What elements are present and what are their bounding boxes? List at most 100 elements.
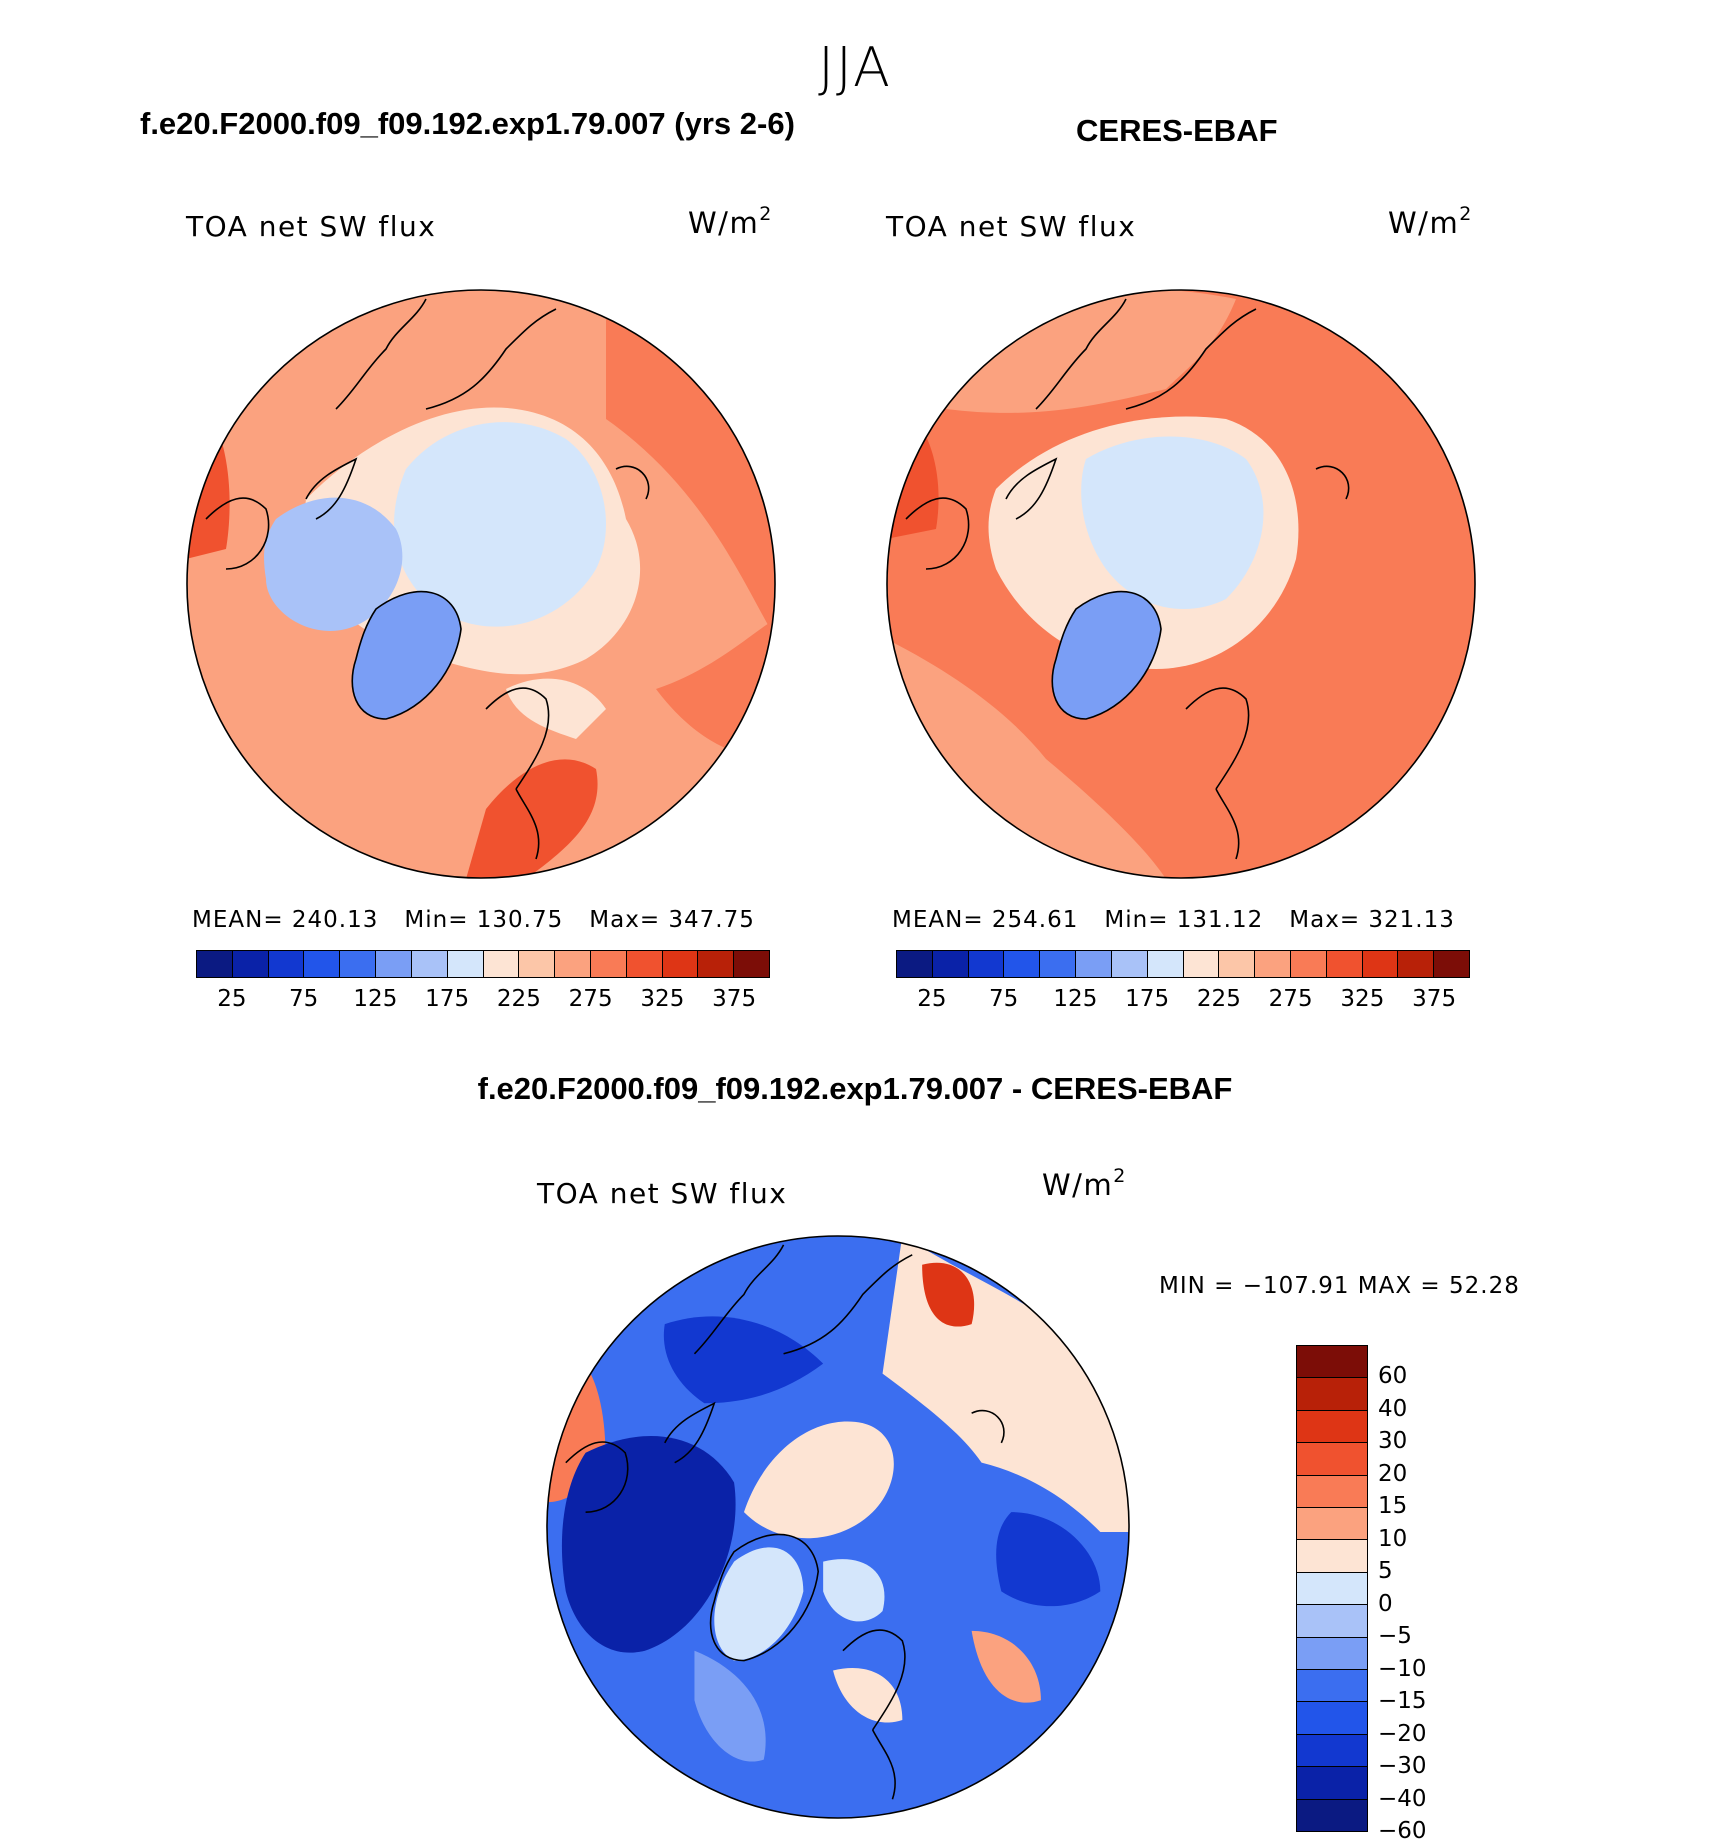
colorbar-tick-label: 125 [1053,986,1098,1012]
colorbar-swatch [1326,951,1363,977]
diff-title: f.e20.F2000.f09_f09.192.exp1.79.007 - CE… [477,1071,1233,1106]
model-stats: MEAN= 240.13 Min= 130.75 Max= 347.75 [192,907,781,933]
colorbar-swatch [1147,951,1184,977]
colorbar-swatch [1297,1637,1367,1671]
colorbar-swatch [662,951,699,977]
model-min: Min= 130.75 [404,907,564,933]
diff-variable-label: TOA net SW flux [537,1177,788,1210]
colorbar-swatch [1004,951,1041,977]
colorbar-swatch [626,951,663,977]
colorbar-tick-label: 25 [217,986,247,1012]
colorbar-tick-label: 30 [1378,1428,1408,1455]
obs-polar-map [886,289,1476,879]
model-case-title: f.e20.F2000.f09_f09.192.exp1.79.007 (yrs… [140,106,795,141]
colorbar-swatch [519,951,556,977]
colorbar-swatch [232,951,269,977]
colorbar-swatch [1297,1540,1367,1573]
colorbar-swatch [1297,1702,1367,1735]
colorbar-swatch [1183,951,1220,977]
colorbar-swatch [1297,1378,1367,1411]
colorbar-swatch [1297,1572,1367,1606]
obs-case-title: CERES-EBAF [1076,113,1278,148]
colorbar-swatch [932,951,969,977]
colorbar-swatch [1076,951,1112,977]
colorbar-tick-label: −10 [1378,1655,1427,1682]
colorbar-tick-label: 175 [425,986,470,1012]
colorbar-tick-label: 10 [1378,1525,1408,1552]
colorbar-swatch [340,951,377,977]
colorbar-tick-label: 225 [1196,986,1241,1012]
obs-stats: MEAN= 254.61 Min= 131.12 Max= 321.13 [892,907,1481,933]
colorbar-swatch [1362,951,1399,977]
obs-variable-label: TOA net SW flux [886,210,1137,243]
colorbar-tick-label: 20 [1378,1460,1408,1487]
colorbar-tick-label: 375 [1412,986,1457,1012]
model-max: Max= 347.75 [589,907,755,933]
colorbar-tick-label: 375 [712,986,757,1012]
colorbar-swatch [1297,1346,1367,1379]
colorbar-tick-label: 5 [1378,1558,1393,1585]
diff-colorbar [1296,1345,1368,1832]
colorbar-swatch [1297,1508,1367,1541]
colorbar-swatch [1297,1605,1367,1638]
colorbar-swatch [1297,1734,1367,1768]
colorbar-swatch [268,951,305,977]
colorbar-swatch [1434,951,1469,977]
colorbar-tick-label: 75 [988,986,1019,1012]
colorbar-tick-label: 125 [353,986,398,1012]
colorbar-tick-label: 60 [1378,1363,1408,1390]
colorbar-tick-label: −5 [1378,1623,1412,1650]
colorbar-swatch [968,951,1005,977]
colorbar-tick-label: −30 [1378,1753,1427,1780]
colorbar-tick-label: 175 [1125,986,1170,1012]
colorbar-swatch [411,951,448,977]
colorbar-swatch [197,951,233,977]
obs-max: Max= 321.13 [1289,907,1455,933]
colorbar-swatch [1219,951,1256,977]
colorbar-swatch [1297,1410,1367,1444]
colorbar-swatch [1398,951,1435,977]
colorbar-swatch [483,951,520,977]
model-variable-label: TOA net SW flux [186,210,437,243]
colorbar-tick-label: 40 [1378,1395,1408,1422]
colorbar-tick-label: 15 [1378,1493,1408,1520]
colorbar-tick-label: 0 [1378,1590,1393,1617]
colorbar-swatch [1297,1767,1367,1800]
colorbar-swatch [1255,951,1291,977]
season-title: JJA [818,36,892,99]
colorbar-tick-label: 325 [1340,986,1385,1012]
colorbar-tick-label: −60 [1378,1818,1427,1844]
model-mean: MEAN= 240.13 [192,907,379,933]
colorbar-swatch [376,951,412,977]
model-colorbar [196,950,770,978]
diff-min-max: MIN = −107.91 MAX = 52.28 [1159,1273,1520,1299]
colorbar-swatch [555,951,591,977]
colorbar-tick-label: 75 [288,986,319,1012]
colorbar-tick-label: 225 [496,986,541,1012]
colorbar-swatch [1297,1799,1367,1832]
colorbar-tick-label: 325 [640,986,685,1012]
diff-polar-map [546,1235,1130,1819]
colorbar-swatch [590,951,627,977]
model-units-label: W/m2 [688,203,773,240]
colorbar-swatch [1297,1475,1367,1509]
obs-mean: MEAN= 254.61 [892,907,1079,933]
colorbar-swatch [1297,1670,1367,1703]
colorbar-swatch [304,951,341,977]
obs-min: Min= 131.12 [1104,907,1264,933]
colorbar-tick-label: −40 [1378,1785,1427,1812]
colorbar-tick-label: 275 [1268,986,1313,1012]
diff-units-label: W/m2 [1042,1165,1127,1202]
colorbar-swatch [447,951,484,977]
obs-colorbar [896,950,1470,978]
model-polar-map [186,289,776,879]
obs-units-label: W/m2 [1388,203,1473,240]
colorbar-tick-label: −15 [1378,1688,1427,1715]
colorbar-swatch [1290,951,1327,977]
colorbar-tick-label: 25 [917,986,947,1012]
colorbar-swatch [897,951,933,977]
colorbar-swatch [1111,951,1148,977]
colorbar-swatch [734,951,769,977]
colorbar-swatch [698,951,735,977]
colorbar-swatch [1040,951,1077,977]
